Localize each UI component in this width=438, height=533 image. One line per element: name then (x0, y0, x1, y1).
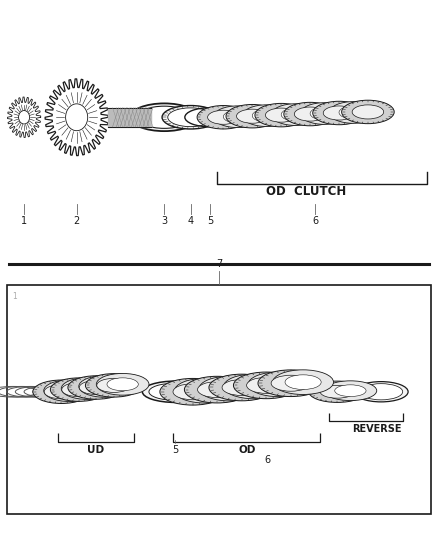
Ellipse shape (89, 380, 121, 393)
Ellipse shape (252, 109, 281, 122)
Ellipse shape (320, 385, 354, 398)
Ellipse shape (313, 101, 365, 125)
Ellipse shape (271, 375, 311, 391)
Ellipse shape (62, 383, 96, 397)
Ellipse shape (149, 383, 201, 400)
Ellipse shape (187, 383, 223, 398)
Ellipse shape (137, 106, 191, 128)
Ellipse shape (212, 381, 247, 396)
Ellipse shape (44, 380, 96, 401)
Text: 1: 1 (12, 292, 17, 301)
Ellipse shape (79, 376, 131, 397)
Text: REVERSE: REVERSE (352, 424, 402, 434)
Ellipse shape (213, 106, 262, 127)
Ellipse shape (33, 380, 90, 403)
Ellipse shape (175, 378, 235, 403)
Ellipse shape (273, 370, 333, 394)
Ellipse shape (285, 375, 321, 390)
Text: UD: UD (87, 445, 104, 455)
Ellipse shape (281, 108, 310, 121)
Text: 3: 3 (161, 216, 167, 226)
Text: 7: 7 (216, 259, 222, 269)
Ellipse shape (342, 100, 394, 124)
Ellipse shape (223, 110, 252, 123)
Ellipse shape (354, 382, 408, 402)
Ellipse shape (247, 377, 286, 393)
Ellipse shape (50, 378, 107, 401)
Ellipse shape (54, 384, 86, 397)
Ellipse shape (271, 104, 320, 125)
Ellipse shape (97, 378, 131, 392)
Ellipse shape (335, 385, 366, 397)
Ellipse shape (173, 384, 212, 400)
Text: 6: 6 (312, 216, 318, 226)
Ellipse shape (309, 381, 366, 402)
Ellipse shape (233, 372, 299, 399)
Ellipse shape (224, 374, 284, 399)
Text: OD  CLUTCH: OD CLUTCH (266, 185, 347, 198)
Ellipse shape (360, 384, 403, 400)
Ellipse shape (96, 374, 149, 395)
Ellipse shape (162, 106, 219, 129)
Ellipse shape (323, 106, 355, 120)
Ellipse shape (236, 379, 272, 394)
Ellipse shape (324, 381, 377, 401)
Ellipse shape (284, 102, 336, 126)
Ellipse shape (237, 109, 268, 123)
Ellipse shape (160, 378, 226, 405)
Ellipse shape (248, 372, 309, 397)
Ellipse shape (199, 376, 260, 401)
Ellipse shape (72, 382, 103, 395)
Ellipse shape (44, 385, 78, 399)
Ellipse shape (197, 106, 250, 129)
Ellipse shape (243, 105, 291, 126)
Ellipse shape (61, 378, 114, 399)
Text: 6: 6 (264, 455, 270, 465)
Ellipse shape (198, 382, 237, 398)
Text: 5: 5 (172, 445, 178, 455)
Ellipse shape (130, 103, 198, 131)
Ellipse shape (222, 379, 261, 395)
Text: 5: 5 (207, 216, 213, 226)
Ellipse shape (142, 381, 208, 402)
Ellipse shape (79, 381, 113, 394)
Ellipse shape (294, 107, 326, 121)
Text: OD: OD (239, 445, 256, 455)
Ellipse shape (168, 108, 213, 127)
Ellipse shape (255, 103, 307, 127)
Ellipse shape (85, 374, 142, 397)
Ellipse shape (300, 103, 349, 124)
Ellipse shape (209, 374, 275, 401)
Ellipse shape (261, 377, 297, 392)
Ellipse shape (310, 107, 339, 120)
Text: 2: 2 (74, 216, 80, 226)
Ellipse shape (258, 370, 324, 397)
Ellipse shape (329, 102, 378, 123)
Text: 1: 1 (21, 216, 27, 226)
Ellipse shape (226, 104, 279, 128)
Ellipse shape (107, 378, 138, 391)
Ellipse shape (352, 105, 384, 119)
Text: 4: 4 (187, 216, 194, 226)
Ellipse shape (68, 376, 125, 399)
Ellipse shape (184, 376, 250, 403)
Ellipse shape (339, 106, 368, 119)
Ellipse shape (208, 110, 239, 124)
Ellipse shape (265, 108, 297, 122)
